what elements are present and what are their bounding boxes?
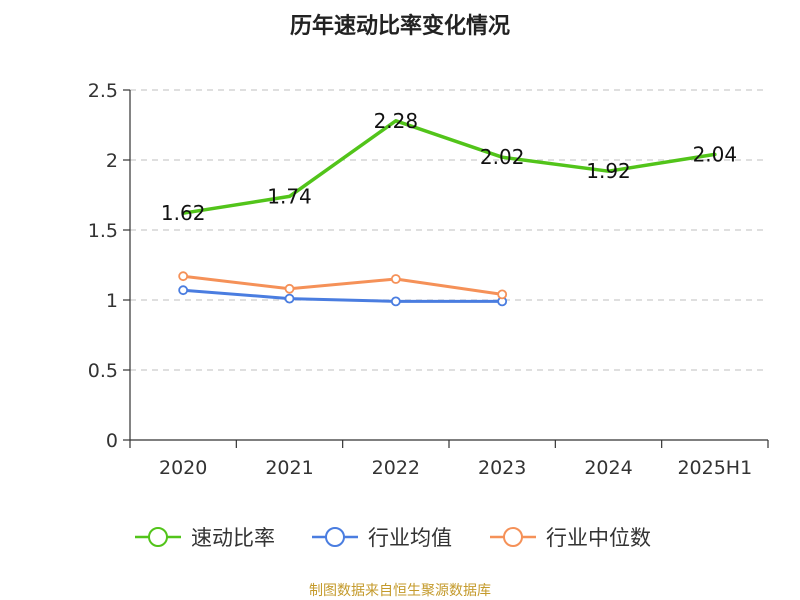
- data-point: [284, 293, 295, 304]
- x-tick-label: 2020: [159, 457, 207, 479]
- y-tick-label: 1.5: [88, 220, 118, 242]
- y-tick-label: 0: [106, 430, 118, 452]
- source-note: 制图数据来自恒生聚源数据库: [309, 583, 491, 599]
- data-point: [390, 296, 401, 307]
- data-label: 2.04: [693, 142, 738, 166]
- series-line: [181, 119, 717, 215]
- legend-item[interactable]: 行业中位数: [490, 526, 651, 550]
- series-lines: [178, 119, 717, 307]
- legend-label: 行业均值: [368, 526, 452, 550]
- x-tick-label: 2021: [265, 457, 313, 479]
- data-label: 1.74: [267, 184, 312, 208]
- data-labels: 1.62 1.74 2.28 2.02 1.92 2.04: [161, 109, 737, 225]
- series-line: [181, 274, 504, 296]
- data-label: 2.02: [480, 145, 525, 169]
- grid-lines: [130, 89, 768, 371]
- legend-marker: [148, 527, 168, 547]
- y-tick-label: 0.5: [88, 360, 118, 382]
- legend[interactable]: 速动比率 行业均值 行业中位数: [135, 526, 651, 550]
- legend-label: 行业中位数: [546, 526, 651, 550]
- axes: 0 0.5 1 1.5 2 2.5 2020 2021 2022 2023 2024 2025H1: [88, 80, 769, 479]
- x-tick-label: 2025H1: [677, 457, 752, 479]
- x-tick-label: 2023: [478, 457, 526, 479]
- data-label: 2.28: [374, 109, 419, 133]
- data-point: [390, 274, 401, 284]
- data-point: [284, 283, 295, 294]
- series-line: [181, 288, 504, 303]
- legend-item[interactable]: 速动比率: [135, 526, 275, 550]
- y-tick-label: 1: [106, 290, 118, 312]
- legend-label: 速动比率: [191, 526, 275, 550]
- y-tick-label: 2.5: [88, 80, 118, 102]
- x-tick-label: 2022: [372, 457, 420, 479]
- legend-marker: [325, 527, 345, 547]
- chart-title: 历年速动比率变化情况: [290, 13, 510, 39]
- data-point: [497, 289, 508, 300]
- legend-item[interactable]: 行业均值: [312, 526, 452, 550]
- data-label: 1.92: [586, 159, 631, 183]
- data-point: [178, 271, 189, 282]
- legend-marker: [503, 527, 523, 547]
- x-tick-label: 2024: [584, 457, 632, 479]
- data-point: [178, 285, 189, 296]
- y-tick-label: 2: [106, 150, 118, 172]
- data-label: 1.62: [161, 201, 206, 225]
